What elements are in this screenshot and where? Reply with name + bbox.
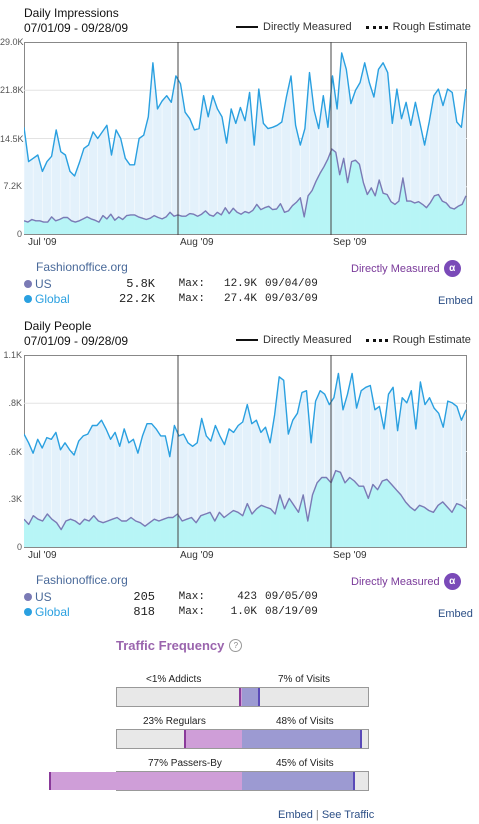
legend-rough-estimate: Rough Estimate xyxy=(392,334,471,346)
global-stat-row: Global 22.2K Max: 27.4K 09/03/09 xyxy=(24,292,318,306)
help-icon[interactable]: ? xyxy=(229,639,243,652)
y-tick: 29.0K xyxy=(0,37,24,47)
global-max-date: 08/19/09 xyxy=(265,606,318,618)
visits-label: 7% of Visits xyxy=(278,674,331,685)
us-max-value: 12.9K xyxy=(223,278,257,290)
alpha-icon: α xyxy=(443,573,461,590)
us-max-date: 09/04/09 xyxy=(265,278,318,290)
us-dot-icon xyxy=(24,280,32,288)
us-max-date: 09/05/09 xyxy=(265,591,318,603)
directly-measured-label: Directly Measured xyxy=(351,575,440,588)
embed-link[interactable]: Embed xyxy=(278,809,313,821)
impressions-legend: Directly Measured Rough Estimate xyxy=(236,21,471,33)
global-label: Global xyxy=(35,292,70,306)
us-value: 205 xyxy=(133,590,155,604)
series-area-us xyxy=(24,149,466,234)
visits-segment xyxy=(242,772,355,790)
traffic-frequency-header: Traffic Frequency ? xyxy=(116,638,243,653)
frequency-bar xyxy=(116,729,369,749)
us-value: 5.8K xyxy=(126,277,155,291)
site-name[interactable]: Fashionoffice.org xyxy=(36,260,128,274)
group-label: <1% Addicts xyxy=(146,674,202,685)
global-max-value: 27.4K xyxy=(223,293,257,305)
series-line-us xyxy=(24,148,467,223)
bottom-links: Embed | See Traffic xyxy=(278,809,374,821)
solid-line-icon xyxy=(236,339,258,341)
people-segment xyxy=(184,730,242,748)
global-max-date: 09/03/09 xyxy=(265,293,318,305)
see-traffic-link[interactable]: See Traffic xyxy=(321,809,375,821)
solid-line-icon xyxy=(236,26,258,28)
embed-link[interactable]: Embed xyxy=(438,608,473,620)
global-dot-icon xyxy=(24,608,32,616)
dotted-line-icon xyxy=(365,338,388,342)
group-label: 77% Passers-By xyxy=(148,758,222,769)
people-segment xyxy=(239,688,242,706)
impressions-chart[interactable] xyxy=(24,42,467,235)
y-tick: 21.8K xyxy=(0,85,24,95)
series-line-global xyxy=(24,372,467,458)
y-tick: 0 xyxy=(16,542,22,552)
x-tick: Aug '09 xyxy=(180,237,214,248)
traffic-frequency-title: Traffic Frequency xyxy=(116,638,225,653)
people-legend: Directly Measured Rough Estimate xyxy=(236,334,471,346)
people-title: Daily People xyxy=(24,319,92,333)
directly-measured-label: Directly Measured xyxy=(351,262,440,275)
us-stat-row: US 5.8K Max: 12.9K 09/04/09 xyxy=(24,277,318,291)
directly-measured-badge[interactable]: Directly Measured α xyxy=(351,260,461,277)
global-value: 22.2K xyxy=(118,292,155,306)
legend-directly-measured: Directly Measured xyxy=(263,21,352,33)
directly-measured-badge[interactable]: Directly Measured α xyxy=(351,573,461,590)
us-label: US xyxy=(35,277,52,291)
x-tick: Sep '09 xyxy=(333,550,367,561)
global-value: 818 xyxy=(133,605,155,619)
embed-link[interactable]: Embed xyxy=(438,295,473,307)
x-tick: Aug '09 xyxy=(180,550,214,561)
us-label: US xyxy=(35,590,52,604)
us-max-value: 423 xyxy=(237,591,257,603)
us-stat-row: US 205 Max: 423 09/05/09 xyxy=(24,590,318,604)
group-label: 23% Regulars xyxy=(143,716,206,727)
x-tick: Sep '09 xyxy=(333,237,367,248)
y-tick: 14.5K xyxy=(0,134,24,144)
link-separator: | xyxy=(315,809,319,821)
visits-segment xyxy=(242,730,363,748)
visits-label: 45% of Visits xyxy=(276,758,334,769)
global-dot-icon xyxy=(24,295,32,303)
us-max-label: Max: xyxy=(178,278,205,290)
frequency-bar xyxy=(48,771,369,791)
alpha-icon: α xyxy=(443,260,461,277)
people-date-range: 07/01/09 - 09/28/09 xyxy=(24,334,129,348)
visits-label: 48% of Visits xyxy=(276,716,334,727)
series-area-us xyxy=(24,470,466,547)
site-name[interactable]: Fashionoffice.org xyxy=(36,573,128,587)
visits-segment xyxy=(242,688,260,706)
x-tick: Jul '09 xyxy=(28,550,57,561)
series-line-us xyxy=(24,469,467,531)
people-chart[interactable] xyxy=(24,355,467,548)
legend-rough-estimate: Rough Estimate xyxy=(392,21,471,33)
impressions-title: Daily Impressions xyxy=(24,6,119,20)
impressions-date-range: 07/01/09 - 09/28/09 xyxy=(24,21,129,35)
legend-directly-measured: Directly Measured xyxy=(263,334,352,346)
dotted-line-icon xyxy=(365,25,388,29)
us-max-label: Max: xyxy=(178,591,205,603)
y-tick: .8K xyxy=(8,398,22,408)
global-label: Global xyxy=(35,605,70,619)
people-segment xyxy=(48,772,242,790)
y-tick: .3K xyxy=(8,494,22,504)
x-tick: Jul '09 xyxy=(28,237,57,248)
global-max-label: Max: xyxy=(178,606,205,618)
us-dot-icon xyxy=(24,593,32,601)
y-tick: 1.1K xyxy=(3,350,22,360)
y-tick: 0 xyxy=(16,229,22,239)
series-line-global xyxy=(24,52,467,177)
y-tick: 7.2K xyxy=(3,181,22,191)
global-max-label: Max: xyxy=(178,293,205,305)
global-stat-row: Global 818 Max: 1.0K 08/19/09 xyxy=(24,605,318,619)
y-tick: .6K xyxy=(8,447,22,457)
frequency-bar xyxy=(116,687,369,707)
global-max-value: 1.0K xyxy=(230,606,257,618)
